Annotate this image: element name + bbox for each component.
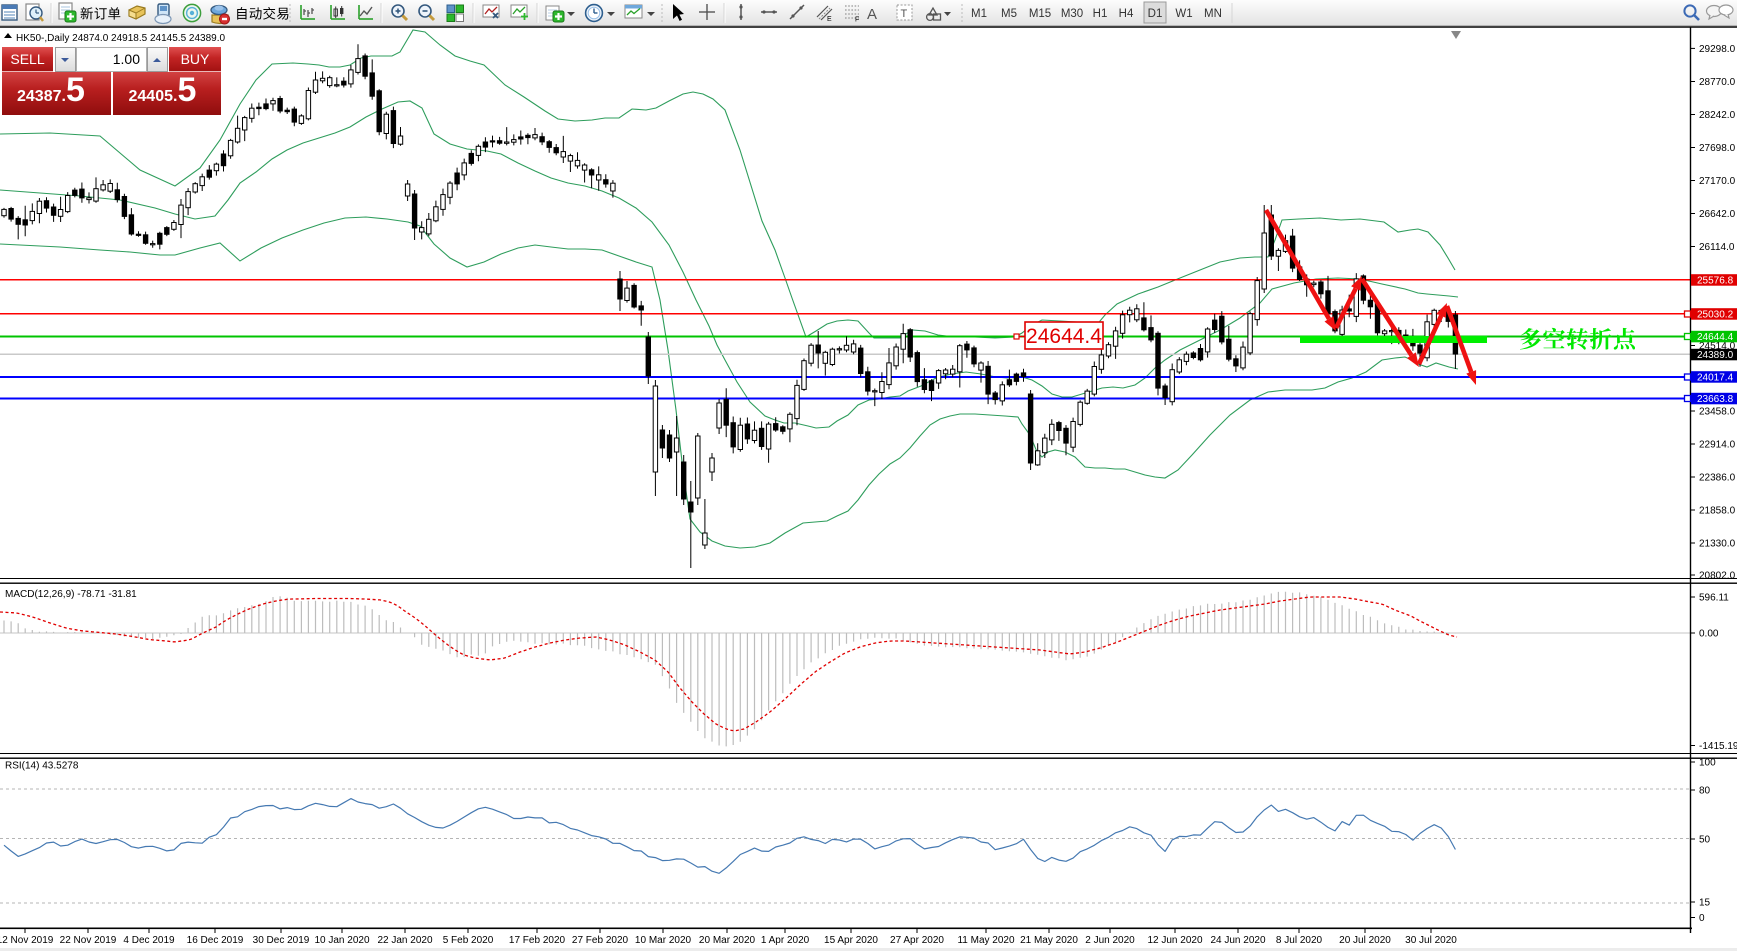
svg-text:27 Apr 2020: 27 Apr 2020 — [890, 935, 944, 946]
svg-text:28242.0: 28242.0 — [1699, 110, 1736, 121]
svg-text:50: 50 — [1699, 835, 1711, 846]
svg-text:RSI(14) 43.5278: RSI(14) 43.5278 — [5, 761, 79, 772]
svg-text:12 Jun 2020: 12 Jun 2020 — [1147, 935, 1202, 946]
svg-text:27170.0: 27170.0 — [1699, 176, 1736, 187]
svg-text:23458.0: 23458.0 — [1699, 407, 1736, 418]
svg-text:10 Jan 2020: 10 Jan 2020 — [314, 935, 369, 946]
svg-text:1 Apr 2020: 1 Apr 2020 — [761, 935, 810, 946]
svg-text:596.11: 596.11 — [1699, 593, 1729, 604]
svg-text:16 Dec 2019: 16 Dec 2019 — [187, 935, 244, 946]
svg-text:24514.0: 24514.0 — [1699, 341, 1736, 352]
svg-text:MN: MN — [1204, 8, 1222, 20]
svg-text:20 Jul 2020: 20 Jul 2020 — [1339, 935, 1391, 946]
svg-text:-1415.19: -1415.19 — [1699, 741, 1737, 752]
svg-text:22 Nov 2019: 22 Nov 2019 — [60, 935, 117, 946]
svg-text:A: A — [867, 6, 877, 23]
svg-text:26114.0: 26114.0 — [1699, 242, 1735, 253]
svg-text:M30: M30 — [1061, 8, 1083, 20]
svg-text:8 Jul 2020: 8 Jul 2020 — [1276, 935, 1323, 946]
svg-text:21 May 2020: 21 May 2020 — [1020, 935, 1078, 946]
svg-text:21858.0: 21858.0 — [1699, 506, 1736, 517]
svg-text:29298.0: 29298.0 — [1699, 44, 1736, 55]
svg-text:27 Feb 2020: 27 Feb 2020 — [572, 935, 629, 946]
svg-text:H1: H1 — [1093, 8, 1108, 20]
svg-text:10 Mar 2020: 10 Mar 2020 — [635, 935, 692, 946]
svg-text:22914.0: 22914.0 — [1699, 440, 1736, 451]
svg-text:D1: D1 — [1148, 8, 1163, 20]
svg-text:12 Nov 2019: 12 Nov 2019 — [0, 935, 54, 946]
svg-text:26642.0: 26642.0 — [1699, 209, 1736, 220]
svg-text:22 Jan 2020: 22 Jan 2020 — [377, 935, 432, 946]
svg-text:30 Dec 2019: 30 Dec 2019 — [253, 935, 310, 946]
svg-text:17 Feb 2020: 17 Feb 2020 — [509, 935, 566, 946]
svg-text:24389.0: 24389.0 — [1697, 350, 1734, 361]
svg-text:2 Jun 2020: 2 Jun 2020 — [1085, 935, 1135, 946]
svg-text:T: T — [901, 8, 908, 20]
svg-text:24644.4: 24644.4 — [1697, 332, 1734, 343]
svg-text:25030.2: 25030.2 — [1697, 310, 1734, 321]
svg-text:27698.0: 27698.0 — [1699, 143, 1736, 154]
svg-text:24 Jun 2020: 24 Jun 2020 — [1210, 935, 1265, 946]
svg-text:HK50-,Daily 24874.0 24918.5 2: HK50-,Daily 24874.0 24918.5 24145.5 2438… — [16, 33, 225, 44]
svg-text:0.00: 0.00 — [1699, 629, 1719, 640]
svg-text:24017.4: 24017.4 — [1697, 373, 1734, 384]
svg-text:100: 100 — [1699, 758, 1716, 769]
svg-text:15 Apr 2020: 15 Apr 2020 — [824, 935, 878, 946]
svg-text:28770.0: 28770.0 — [1699, 77, 1736, 88]
svg-text:21330.0: 21330.0 — [1699, 539, 1736, 550]
svg-text:20 Mar 2020: 20 Mar 2020 — [699, 935, 756, 946]
svg-text:M5: M5 — [1001, 8, 1017, 20]
svg-text:20802.0: 20802.0 — [1699, 571, 1736, 582]
svg-text:H4: H4 — [1119, 8, 1134, 20]
svg-text:M15: M15 — [1029, 8, 1051, 20]
svg-text:E: E — [827, 16, 832, 23]
svg-text:80: 80 — [1699, 786, 1711, 797]
svg-text:M1: M1 — [971, 8, 987, 20]
svg-text:30 Jul 2020: 30 Jul 2020 — [1405, 935, 1457, 946]
svg-text:23663.8: 23663.8 — [1697, 394, 1734, 405]
svg-text:5 Feb 2020: 5 Feb 2020 — [443, 935, 494, 946]
svg-text:0: 0 — [1699, 913, 1705, 924]
svg-text:15: 15 — [1699, 898, 1711, 909]
svg-text:4 Dec 2019: 4 Dec 2019 — [123, 935, 175, 946]
svg-text:MACD(12,26,9) -78.71 -31.81: MACD(12,26,9) -78.71 -31.81 — [5, 589, 137, 600]
svg-text:W1: W1 — [1175, 8, 1192, 20]
svg-text:25576.8: 25576.8 — [1697, 276, 1734, 287]
svg-text:11 May 2020: 11 May 2020 — [957, 935, 1015, 946]
svg-text:F: F — [855, 17, 859, 24]
svg-text:24644.4: 24644.4 — [1026, 325, 1102, 348]
svg-text:22386.0: 22386.0 — [1699, 473, 1736, 484]
